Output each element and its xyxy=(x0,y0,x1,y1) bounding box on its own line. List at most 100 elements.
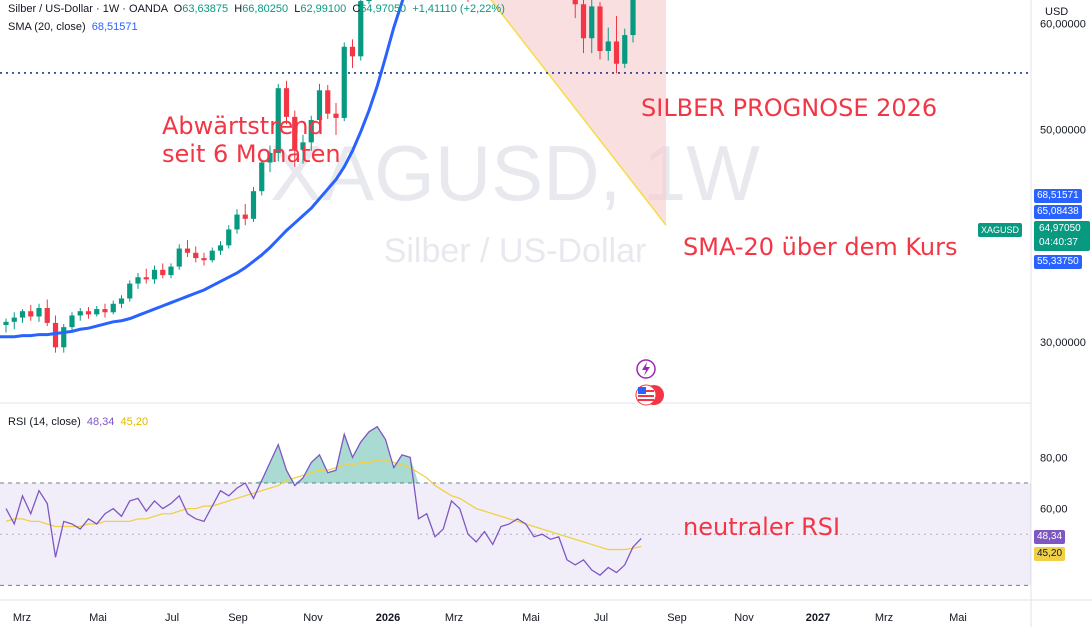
level-low-tag: 55,33750 xyxy=(1034,255,1082,269)
rsi-ma-legend-value: 45,20 xyxy=(120,416,149,428)
sma20-line[interactable] xyxy=(0,0,641,339)
sma-price-tag: 68,51571 xyxy=(1034,189,1082,203)
time-tick-label: Mai xyxy=(89,612,107,624)
candle-body xyxy=(275,88,281,153)
low-label: L xyxy=(294,3,301,15)
time-tick-label: Mrz xyxy=(875,612,893,624)
candle-body xyxy=(118,298,125,304)
symbol-legend[interactable]: Silber / US-Dollar · 1W · OANDA O63,6387… xyxy=(8,3,505,15)
candle-body xyxy=(85,311,92,315)
candle-body xyxy=(292,116,298,150)
last-price-tag: 64,97050 xyxy=(1039,223,1081,234)
candle-body xyxy=(201,258,207,261)
candle-body xyxy=(36,308,42,317)
rsi-line xyxy=(5,425,642,576)
candle-body xyxy=(94,309,100,315)
symbol-tag[interactable]: XAGUSD xyxy=(978,223,1023,237)
candle-body xyxy=(333,113,339,118)
candle-body xyxy=(300,142,306,150)
candle-body xyxy=(589,6,595,39)
candle-body xyxy=(160,269,166,276)
change-value: +1,41110 (+2,22%) xyxy=(412,3,505,15)
candle-body xyxy=(267,152,273,163)
candle-body xyxy=(127,283,133,299)
price-tick-label: 50,00000 xyxy=(1040,125,1086,137)
sma-legend-label: SMA (20, close) xyxy=(8,21,86,33)
candles-series[interactable] xyxy=(3,0,643,353)
candle-body xyxy=(151,269,158,280)
rsi-ma-line xyxy=(5,459,642,551)
close-label: C xyxy=(352,3,361,15)
candle-body xyxy=(234,214,240,230)
candle-body xyxy=(135,277,141,284)
candle-body xyxy=(61,327,67,348)
channel-lower-line[interactable] xyxy=(402,0,667,226)
candle-body xyxy=(168,266,174,276)
rsi-legend-value: 48,34 xyxy=(86,416,115,428)
candle-body xyxy=(77,311,83,316)
time-tick-label: Mrz xyxy=(445,612,463,624)
candle-body xyxy=(605,41,611,52)
candle-body xyxy=(597,6,603,52)
time-tick-label: Nov xyxy=(734,612,754,624)
annotation-trend-line1[interactable]: Abwärtstrend xyxy=(162,112,324,140)
time-tick-label: Jul xyxy=(594,612,608,624)
time-tick-label: Mai xyxy=(522,612,540,624)
candle-body xyxy=(69,315,75,328)
sma-legend-value: 68,51571 xyxy=(91,21,138,33)
annotation-sma-note[interactable]: SMA-20 über dem Kurs xyxy=(683,233,958,261)
candle-body xyxy=(316,90,323,121)
symbol-title[interactable]: Silber / US-Dollar · 1W · OANDA xyxy=(8,3,168,15)
candle-body xyxy=(341,46,347,118)
candle-body xyxy=(217,245,224,251)
time-axis-ticks: Mrz Mai Jul Sep Nov 2026 Mrz Mai Jul Sep Nov 2027 Mr… xyxy=(13,612,967,624)
rsi-tick-label: 80,00 xyxy=(1040,452,1068,464)
candle-body xyxy=(283,88,290,117)
open-label: O xyxy=(173,3,183,15)
candle-body xyxy=(580,4,587,39)
rsi-legend-label: RSI (14, close) xyxy=(8,416,81,428)
candle-body xyxy=(209,250,215,261)
candle-body xyxy=(3,321,9,326)
watermark-symbol: XAGUSD, 1W xyxy=(270,129,760,217)
sma-legend[interactable]: SMA (20, close) 68,51571 xyxy=(8,21,138,33)
countdown-tag: 04:40:37 xyxy=(1039,237,1078,248)
rsi-ma-tag: 45,20 xyxy=(1034,547,1066,561)
lightning-icon[interactable] xyxy=(636,359,656,379)
candle-body xyxy=(110,303,116,313)
candle-body xyxy=(630,0,636,36)
rsi-series[interactable] xyxy=(5,425,642,576)
last-price-box xyxy=(1034,221,1090,251)
time-tick-label: Mai xyxy=(949,612,967,624)
candle-body xyxy=(622,35,628,64)
rsi-legend[interactable]: RSI (14, close) 48,34 45,20 xyxy=(8,416,148,428)
rsi-overbought-fill xyxy=(6,426,642,483)
annotation-forecast-title[interactable]: SILBER PROGNOSE 2026 xyxy=(641,94,937,122)
us-flag-icon[interactable] xyxy=(635,384,664,406)
candle-body xyxy=(28,311,34,317)
candle-body xyxy=(613,41,620,64)
candle-body xyxy=(349,46,356,57)
annotation-trend-line2[interactable]: seit 6 Monaten xyxy=(162,140,341,168)
candle-body xyxy=(250,191,257,219)
close-value: 64,97050 xyxy=(360,3,407,15)
candle-body xyxy=(176,248,182,267)
rsi-axis-ticks: 60,00 80,00 xyxy=(1040,452,1068,515)
rsi-tick-label: 60,00 xyxy=(1040,504,1068,516)
time-tick-label: Sep xyxy=(667,612,687,624)
currency-label[interactable]: USD xyxy=(1045,6,1069,18)
candle-body xyxy=(184,248,191,253)
candle-body xyxy=(19,311,26,318)
candle-body xyxy=(308,120,314,143)
candle-body xyxy=(11,317,17,322)
candle-body xyxy=(325,90,331,114)
watermark-name: Silber / US-Dollar xyxy=(384,232,647,270)
candle-body xyxy=(44,308,50,323)
annotation-rsi-note[interactable]: neutraler RSI xyxy=(683,513,840,541)
candle-body xyxy=(193,252,199,259)
time-tick-label: 2026 xyxy=(376,612,400,624)
level-high-tag: 65,08438 xyxy=(1034,205,1082,219)
candle-body xyxy=(259,162,265,192)
